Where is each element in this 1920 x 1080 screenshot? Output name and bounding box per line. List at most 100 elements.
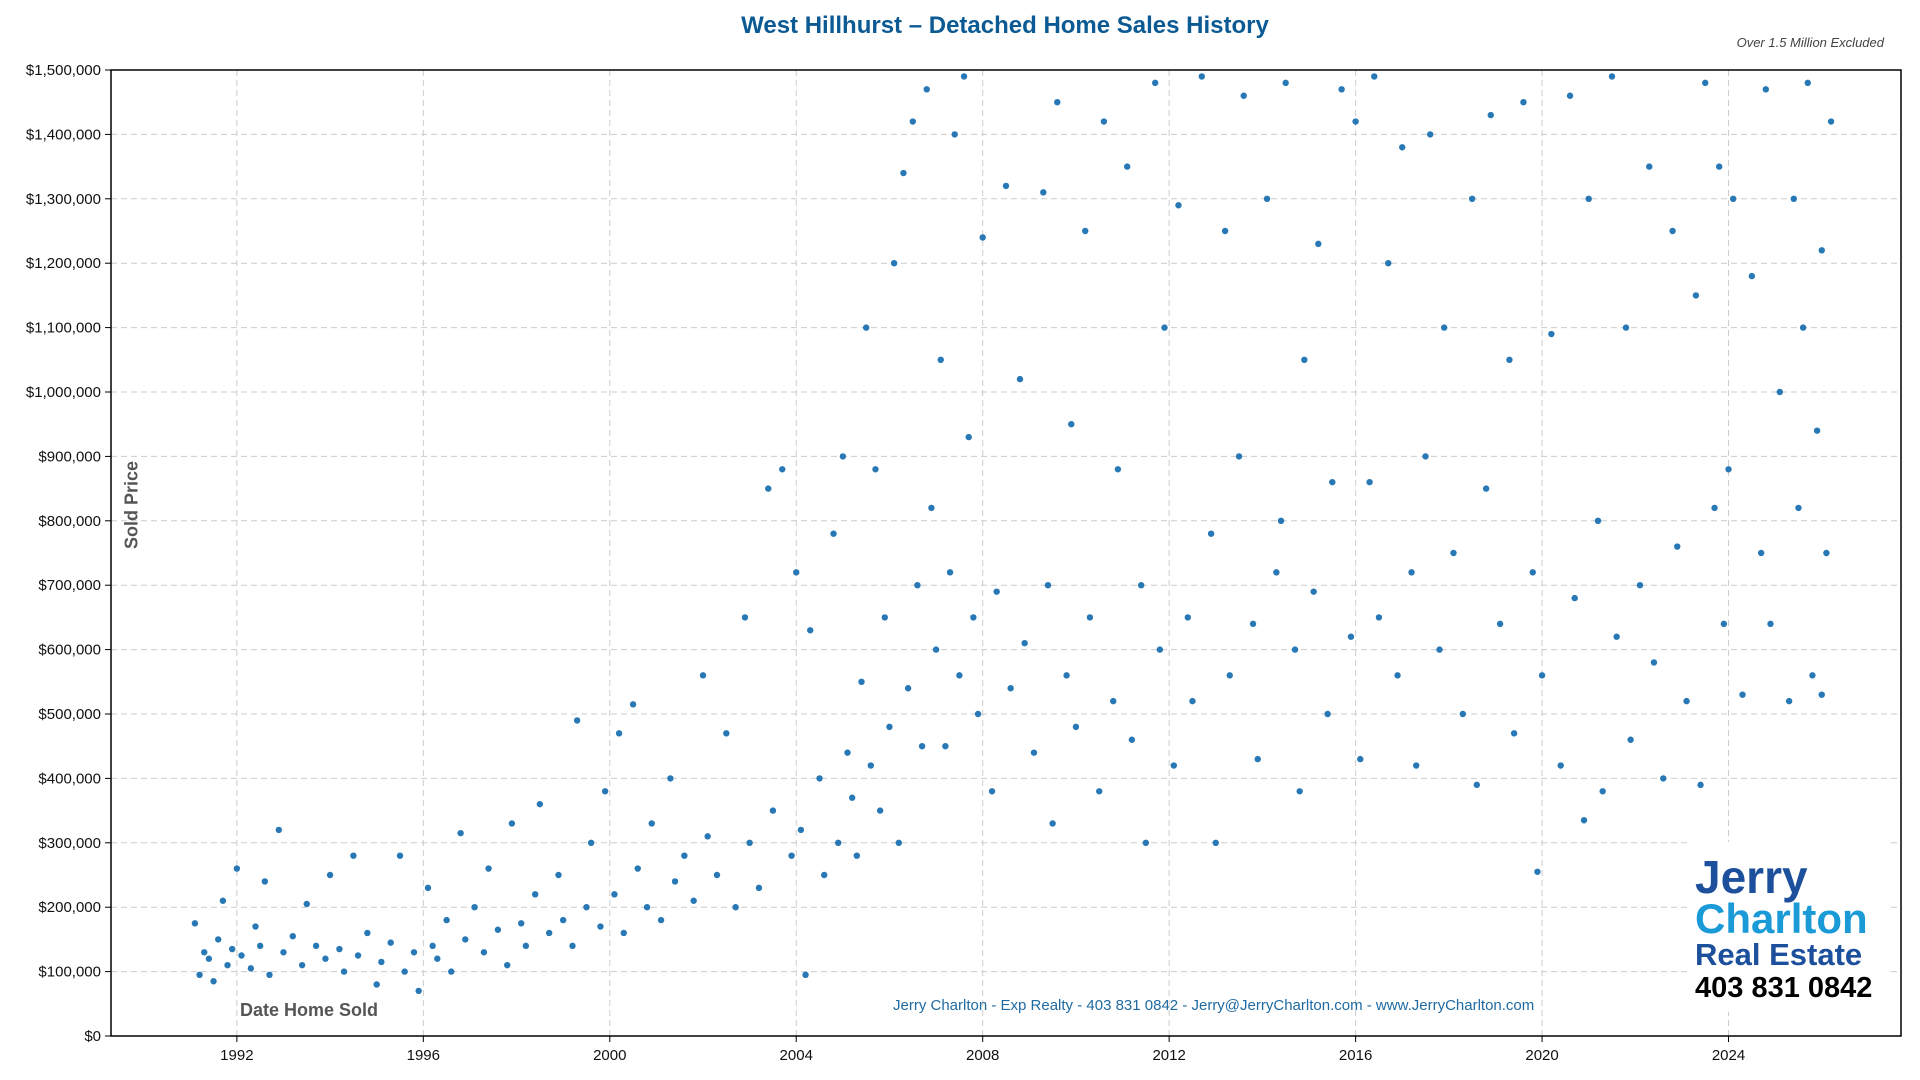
data-point bbox=[1324, 710, 1331, 718]
data-point bbox=[1408, 569, 1415, 576]
data-point bbox=[1548, 330, 1555, 338]
data-point bbox=[536, 800, 544, 808]
data-point bbox=[1385, 260, 1392, 267]
data-point bbox=[1767, 620, 1774, 628]
data-point bbox=[1804, 79, 1811, 87]
data-point bbox=[1520, 99, 1527, 106]
data-point bbox=[848, 794, 856, 801]
data-point bbox=[886, 723, 893, 731]
data-point bbox=[667, 775, 674, 782]
data-point bbox=[1063, 672, 1070, 679]
data-point bbox=[629, 701, 637, 708]
data-point bbox=[704, 833, 711, 840]
data-point bbox=[569, 942, 576, 950]
data-point bbox=[1506, 356, 1513, 363]
data-point bbox=[1123, 163, 1131, 170]
data-point bbox=[1692, 292, 1700, 299]
data-point bbox=[228, 945, 236, 953]
y-tick-label: $1,400,000 bbox=[26, 126, 101, 143]
chart-note: Over 1.5 Million Excluded bbox=[1736, 35, 1884, 50]
y-tick-label: $1,500,000 bbox=[26, 62, 101, 79]
data-point bbox=[1426, 131, 1434, 138]
data-point bbox=[326, 871, 334, 879]
data-point bbox=[261, 878, 269, 885]
data-point bbox=[1249, 620, 1257, 628]
data-point bbox=[1468, 195, 1476, 202]
data-point bbox=[1198, 73, 1205, 80]
y-tick-label: $500,000 bbox=[38, 706, 101, 723]
data-point bbox=[410, 949, 418, 956]
data-point bbox=[881, 614, 889, 621]
data-point bbox=[1399, 144, 1406, 151]
data-point bbox=[788, 852, 795, 859]
data-point bbox=[205, 955, 213, 962]
data-point bbox=[872, 466, 879, 473]
data-point bbox=[364, 929, 371, 937]
data-point bbox=[960, 73, 968, 80]
data-point bbox=[1044, 582, 1052, 589]
data-point bbox=[387, 939, 394, 946]
data-point bbox=[1021, 639, 1028, 647]
data-point bbox=[597, 923, 604, 930]
data-point bbox=[1799, 324, 1807, 331]
data-point bbox=[1156, 646, 1164, 653]
data-point bbox=[1482, 485, 1490, 492]
data-point bbox=[1221, 227, 1229, 235]
data-point bbox=[1422, 453, 1429, 460]
data-point bbox=[1170, 762, 1178, 769]
data-point bbox=[1142, 839, 1150, 846]
data-point bbox=[956, 672, 963, 679]
x-axis-label: Date Home Sold bbox=[240, 1000, 379, 1020]
data-point bbox=[531, 891, 539, 898]
data-point bbox=[634, 865, 641, 872]
data-point bbox=[471, 904, 478, 911]
data-point bbox=[793, 569, 800, 576]
data-point bbox=[816, 775, 823, 782]
data-point bbox=[657, 916, 665, 924]
data-point bbox=[900, 169, 907, 177]
data-point bbox=[713, 871, 721, 879]
data-point bbox=[821, 871, 828, 879]
data-point bbox=[928, 504, 935, 512]
data-point bbox=[210, 978, 217, 985]
data-point bbox=[443, 916, 450, 924]
data-point bbox=[1175, 202, 1182, 209]
data-point bbox=[988, 788, 996, 795]
data-point bbox=[1809, 672, 1816, 679]
data-point bbox=[867, 762, 875, 769]
data-point bbox=[480, 949, 488, 956]
data-point bbox=[494, 926, 502, 933]
data-point bbox=[904, 685, 912, 692]
data-point bbox=[1827, 118, 1835, 125]
data-point bbox=[648, 820, 655, 827]
data-point bbox=[741, 614, 749, 621]
data-point bbox=[1007, 685, 1014, 692]
data-point bbox=[1613, 633, 1620, 640]
data-point bbox=[853, 852, 861, 859]
data-point bbox=[1566, 92, 1574, 99]
data-point bbox=[1128, 736, 1136, 743]
data-point bbox=[1110, 697, 1117, 705]
data-point bbox=[1473, 781, 1481, 789]
data-point bbox=[1669, 227, 1676, 235]
data-point bbox=[378, 958, 385, 966]
data-point bbox=[396, 852, 404, 859]
data-point bbox=[1296, 788, 1303, 795]
data-point bbox=[312, 942, 320, 950]
data-point bbox=[1739, 691, 1746, 698]
data-point bbox=[485, 865, 492, 872]
data-point bbox=[1189, 697, 1196, 705]
data-point bbox=[1729, 195, 1737, 202]
data-point bbox=[1795, 504, 1802, 512]
data-point bbox=[1068, 421, 1075, 428]
data-point bbox=[909, 118, 916, 125]
data-point bbox=[844, 749, 851, 756]
x-tick-label: 1996 bbox=[407, 1047, 440, 1064]
data-point bbox=[462, 936, 469, 943]
data-point bbox=[1748, 272, 1756, 280]
data-point bbox=[289, 932, 296, 940]
x-tick-label: 2004 bbox=[780, 1047, 813, 1064]
data-point bbox=[191, 920, 199, 927]
data-point bbox=[1622, 324, 1630, 331]
